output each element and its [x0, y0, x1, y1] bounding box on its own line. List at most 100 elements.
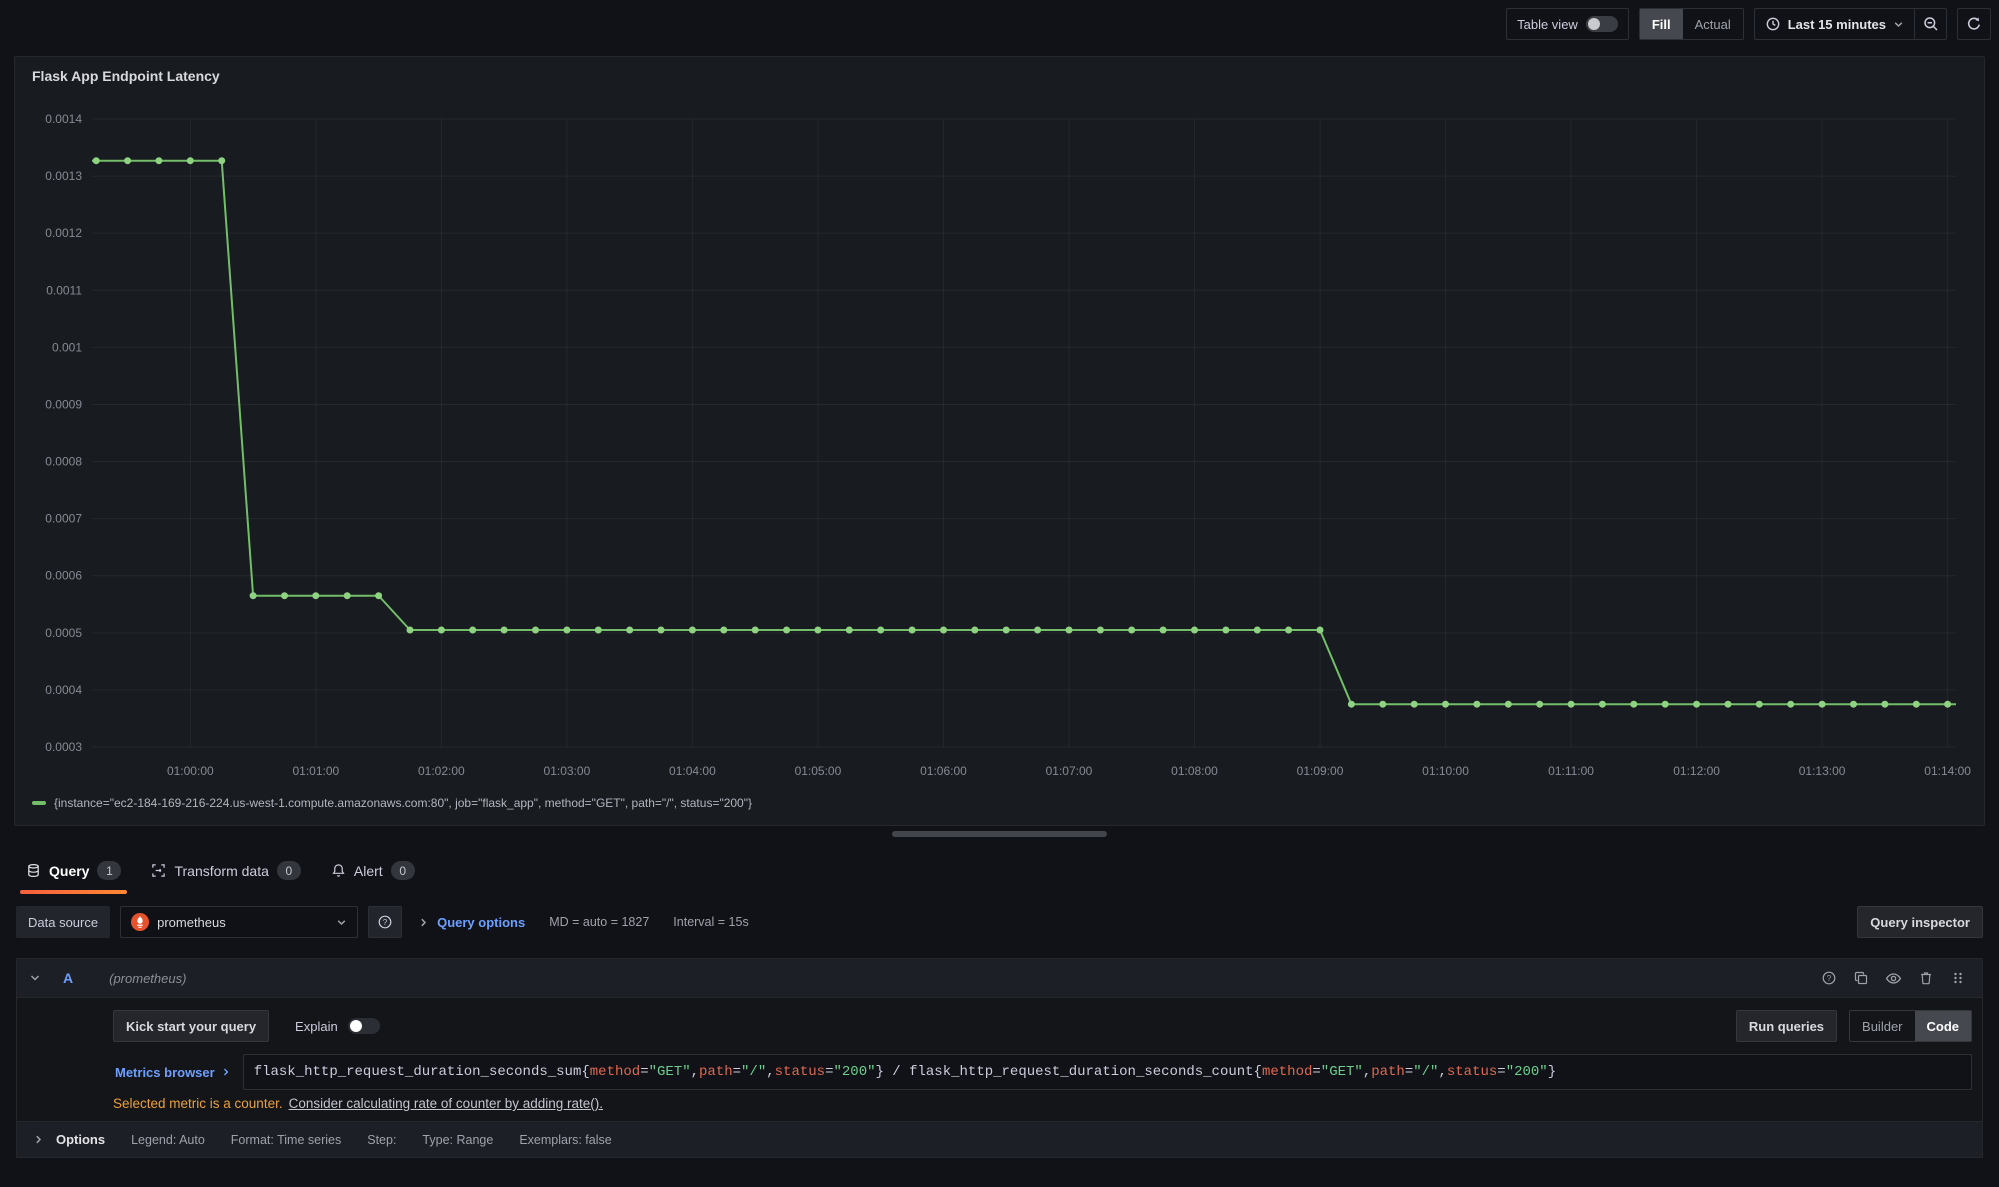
time-picker-group: Last 15 minutes [1754, 8, 1947, 40]
svg-text:0.0009: 0.0009 [45, 397, 82, 411]
svg-text:01:11:00: 01:11:00 [1548, 764, 1594, 778]
tab-alert-count: 0 [391, 861, 415, 880]
chevron-down-icon [336, 917, 347, 928]
query-inspector-button[interactable]: Query inspector [1857, 906, 1983, 938]
refresh-button[interactable] [1957, 8, 1991, 40]
svg-text:0.0014: 0.0014 [45, 112, 82, 126]
tab-query-label: Query [49, 863, 89, 879]
explain-toggle[interactable] [348, 1018, 380, 1034]
chart-legend: {instance="ec2-184-169-216-224.us-west-1… [24, 791, 1975, 815]
datasource-name: prometheus [157, 915, 328, 930]
panel-resize-area [0, 826, 1999, 842]
query-options-footer: Options Legend: Auto Format: Time series… [17, 1121, 1982, 1157]
trash-icon[interactable] [1918, 970, 1934, 986]
svg-text:01:08:00: 01:08:00 [1171, 764, 1218, 778]
latency-line-chart: 0.0014 0.0013 0.0012 0.0011 0.001 0.0009 0.000… [24, 91, 1975, 791]
options-expand[interactable]: Options [33, 1132, 105, 1147]
svg-text:0.0013: 0.0013 [45, 169, 82, 183]
copy-icon[interactable] [1853, 970, 1869, 986]
bell-icon [331, 863, 346, 878]
svg-text:01:04:00: 01:04:00 [669, 764, 716, 778]
svg-text:0.001: 0.001 [52, 340, 82, 354]
query-row-body: Kick start your query Explain Run querie… [16, 998, 1983, 1158]
tab-alert[interactable]: Alert 0 [321, 861, 425, 894]
explain-label: Explain [295, 1019, 338, 1034]
collapse-chevron-icon[interactable] [29, 972, 41, 984]
transform-icon [151, 863, 166, 878]
options-format: Format: Time series [231, 1133, 341, 1147]
tab-transform-label: Transform data [174, 863, 268, 879]
tab-alert-label: Alert [354, 863, 383, 879]
legend-series-label[interactable]: {instance="ec2-184-169-216-224.us-west-1… [54, 796, 752, 810]
svg-text:01:13:00: 01:13:00 [1799, 764, 1846, 778]
clock-icon [1765, 16, 1781, 32]
svg-text:01:00:00: 01:00:00 [167, 764, 214, 778]
code-button[interactable]: Code [1915, 1011, 1972, 1041]
warning-text: Selected metric is a counter. [113, 1096, 283, 1111]
top-toolbar: Table view Fill Actual Last 15 minutes [0, 0, 1999, 48]
eye-icon[interactable] [1885, 970, 1902, 987]
svg-text:01:01:00: 01:01:00 [292, 764, 339, 778]
time-range-button[interactable]: Last 15 minutes [1755, 9, 1914, 39]
svg-text:01:09:00: 01:09:00 [1297, 764, 1344, 778]
prometheus-logo [131, 913, 149, 931]
builder-code-switch: Builder Code [1849, 1010, 1972, 1042]
latency-panel[interactable]: Flask App Endpoint Latency 0.00140.00130… [14, 56, 1985, 826]
options-legend: Legend: Auto [131, 1133, 205, 1147]
svg-text:?: ? [383, 918, 388, 927]
database-icon [26, 863, 41, 878]
metrics-browser-label: Metrics browser [115, 1065, 215, 1080]
options-title: Options [56, 1132, 105, 1147]
chevron-right-icon [418, 917, 429, 928]
help-icon[interactable]: ? [1821, 970, 1837, 986]
query-options-toggle[interactable]: Query options [418, 915, 525, 930]
tab-transform-data[interactable]: Transform data 0 [141, 861, 310, 894]
fill-button[interactable]: Fill [1640, 9, 1683, 39]
svg-text:0.0004: 0.0004 [45, 683, 82, 697]
time-range-label: Last 15 minutes [1788, 17, 1886, 32]
svg-text:01:10:00: 01:10:00 [1422, 764, 1469, 778]
svg-text:?: ? [1827, 974, 1832, 983]
zoom-out-button[interactable] [1914, 9, 1946, 39]
query-datasource-hint: (prometheus) [109, 971, 186, 986]
builder-button[interactable]: Builder [1850, 1011, 1914, 1041]
query-row-header[interactable]: A (prometheus) ? [16, 958, 1983, 998]
fill-actual-group: Fill Actual [1639, 8, 1744, 40]
chevron-right-icon [33, 1134, 44, 1145]
panel-resize-handle[interactable] [892, 831, 1107, 837]
metrics-browser-toggle[interactable]: Metrics browser [113, 1054, 243, 1090]
warning-rate-link[interactable]: Consider calculating rate of counter by … [289, 1096, 603, 1111]
svg-text:01:03:00: 01:03:00 [544, 764, 591, 778]
tab-query-count: 1 [97, 861, 121, 880]
svg-text:01:05:00: 01:05:00 [795, 764, 842, 778]
query-row-actions: ? [1821, 970, 1970, 987]
actual-button[interactable]: Actual [1683, 9, 1743, 39]
options-step: Step: [367, 1133, 396, 1147]
zoom-out-icon [1923, 16, 1939, 32]
svg-text:0.0008: 0.0008 [45, 455, 82, 469]
datasource-select[interactable]: prometheus [120, 906, 358, 938]
drag-handle-icon[interactable] [1950, 970, 1966, 986]
svg-text:0.0011: 0.0011 [46, 283, 82, 297]
query-toolbar: Kick start your query Explain Run querie… [27, 1010, 1972, 1042]
tab-transform-count: 0 [277, 861, 301, 880]
query-ref-id: A [63, 970, 73, 986]
grafana-panel-editor: Table view Fill Actual Last 15 minutes [0, 0, 1999, 1187]
svg-text:01:12:00: 01:12:00 [1673, 764, 1720, 778]
query-options-label: Query options [437, 915, 525, 930]
datasource-row: Data source prometheus ? Query options M… [0, 900, 1999, 944]
chevron-down-icon [1893, 19, 1904, 30]
tab-query[interactable]: Query 1 [16, 861, 131, 894]
table-view-toggle[interactable] [1586, 16, 1618, 32]
svg-text:0.0012: 0.0012 [45, 226, 82, 240]
kick-start-query-button[interactable]: Kick start your query [113, 1010, 269, 1042]
query-editor-card: A (prometheus) ? [16, 958, 1983, 1158]
options-exemplars: Exemplars: false [519, 1133, 611, 1147]
svg-text:0.0007: 0.0007 [45, 512, 82, 526]
legend-series-swatch[interactable] [32, 801, 46, 805]
datasource-label: Data source [16, 906, 110, 938]
run-queries-button[interactable]: Run queries [1736, 1010, 1837, 1042]
datasource-help-button[interactable]: ? [368, 906, 402, 938]
promql-query-input[interactable]: flask_http_request_duration_seconds_sum{… [243, 1054, 1972, 1090]
chevron-right-icon [221, 1067, 231, 1077]
